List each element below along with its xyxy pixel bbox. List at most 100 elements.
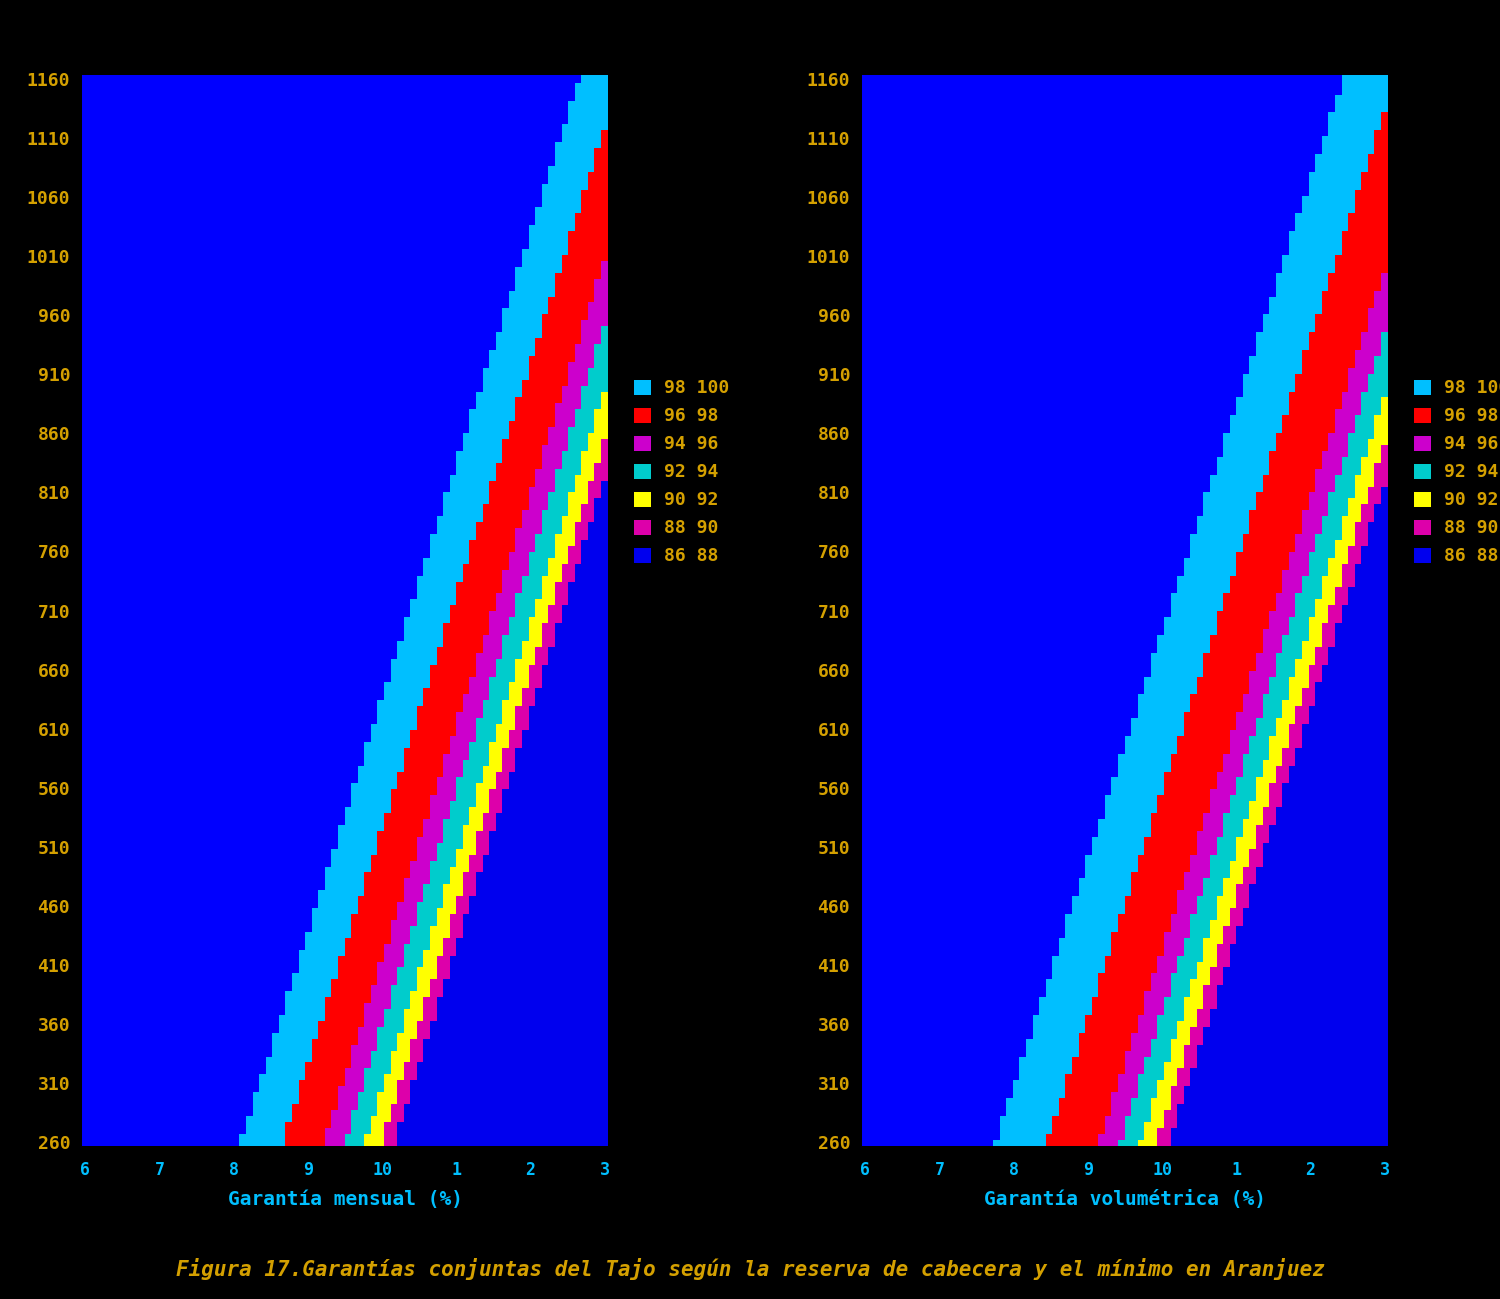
Point (586, 205, 610, 226)
Point (1287, 852, 1311, 873)
Point (567, 764, 591, 785)
Point (579, 905, 603, 926)
Point (534, 259, 558, 279)
Point (1300, 318, 1324, 339)
Point (396, 1090, 420, 1111)
Point (534, 342, 558, 362)
Point (853, 395, 877, 416)
Point (1293, 1120, 1317, 1141)
Point (886, 573, 910, 594)
Point (1347, 353, 1371, 374)
Point (1143, 538, 1167, 559)
Point (1017, 461, 1041, 482)
Point (1050, 669, 1074, 690)
Point (501, 639, 525, 660)
Point (454, 847, 478, 868)
Point (336, 360, 360, 381)
Point (153, 194, 177, 214)
Point (310, 722, 334, 743)
Point (1110, 882, 1134, 903)
Point (244, 711, 268, 731)
Point (284, 746, 308, 766)
Point (93, 330, 117, 351)
Point (1300, 847, 1324, 868)
Point (192, 288, 216, 309)
Point (126, 229, 150, 249)
Point (1221, 129, 1245, 149)
Point (153, 307, 177, 327)
Point (106, 378, 130, 399)
Point (237, 711, 261, 731)
Point (402, 383, 426, 404)
Point (284, 918, 308, 939)
Point (900, 526, 924, 547)
Point (429, 217, 453, 238)
Point (998, 164, 1022, 184)
Point (1353, 805, 1377, 826)
Point (1221, 1066, 1245, 1087)
Point (206, 1078, 230, 1099)
Point (952, 977, 976, 998)
Point (1071, 614, 1095, 635)
Point (1030, 372, 1054, 392)
Point (132, 92, 156, 113)
Point (501, 538, 525, 559)
Point (336, 995, 360, 1016)
Point (356, 609, 380, 630)
Point (217, 752, 242, 773)
Point (1340, 627, 1364, 648)
Point (1215, 318, 1239, 339)
Point (853, 74, 877, 95)
Point (350, 698, 374, 718)
Point (964, 1013, 988, 1034)
Point (388, 1043, 412, 1064)
Point (1359, 579, 1383, 600)
Point (146, 794, 170, 814)
Point (958, 455, 982, 475)
Point (513, 1102, 537, 1122)
Point (237, 621, 261, 642)
Point (1209, 74, 1233, 95)
Point (978, 877, 1002, 898)
Point (1058, 288, 1082, 309)
Point (1353, 840, 1377, 861)
Point (416, 609, 440, 630)
Point (540, 586, 564, 607)
Point (592, 662, 616, 683)
Point (165, 140, 189, 161)
Point (1038, 651, 1062, 672)
Point (284, 443, 308, 464)
Point (1168, 544, 1192, 565)
Point (1359, 739, 1383, 760)
Point (1030, 531, 1054, 552)
Point (1353, 205, 1377, 226)
Point (939, 81, 963, 101)
Point (153, 847, 177, 868)
Point (1196, 223, 1219, 244)
Point (1017, 490, 1041, 511)
Point (217, 342, 242, 362)
Point (1268, 478, 1292, 499)
Point (330, 520, 354, 540)
Point (933, 972, 957, 992)
Point (1340, 799, 1364, 820)
Point (939, 794, 963, 814)
Point (972, 847, 996, 868)
Point (1248, 478, 1272, 499)
Point (1240, 1085, 1264, 1105)
Point (74, 614, 98, 635)
Point (74, 360, 98, 381)
Point (920, 134, 944, 155)
Point (1300, 235, 1324, 256)
Point (1306, 573, 1330, 594)
Point (501, 74, 525, 95)
Point (952, 277, 976, 297)
Point (448, 323, 472, 344)
Point (1281, 734, 1305, 755)
Point (184, 674, 209, 695)
Point (1268, 739, 1292, 760)
Point (482, 390, 506, 410)
Point (1306, 549, 1330, 570)
Point (303, 568, 327, 588)
Point (494, 764, 517, 785)
